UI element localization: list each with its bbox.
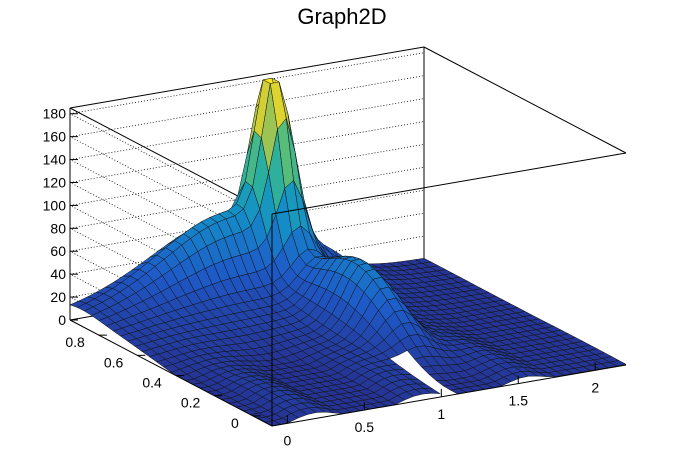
z-tick-label: 0 bbox=[58, 312, 66, 328]
front-frame bbox=[69, 152, 627, 427]
gridline-left-wall bbox=[69, 159, 273, 266]
surface-cell bbox=[423, 388, 442, 394]
x-tick-label: 1.5 bbox=[509, 393, 529, 409]
z-tick-label: 60 bbox=[50, 243, 66, 259]
surface-mesh bbox=[69, 77, 627, 427]
y-tick-label: 0.2 bbox=[181, 395, 201, 411]
z-tick-label: 160 bbox=[43, 129, 67, 145]
gridline-left-wall bbox=[69, 182, 273, 289]
x-tick-label: 0.5 bbox=[355, 419, 375, 435]
gridline-back-wall bbox=[69, 75, 425, 138]
y-tick-label: 0.8 bbox=[65, 334, 85, 350]
right-top-edge bbox=[423, 46, 627, 154]
front-top-x-edge bbox=[271, 152, 627, 215]
gridline-left-wall bbox=[69, 136, 273, 244]
gridline-back-wall bbox=[69, 52, 425, 115]
z-tick-label: 40 bbox=[50, 266, 66, 282]
z-tick-label: 140 bbox=[43, 152, 67, 168]
x-tick-label: 1 bbox=[437, 406, 445, 422]
x-tick-label: 2 bbox=[591, 379, 599, 395]
surface-cell bbox=[609, 360, 627, 367]
z-tick-label: 20 bbox=[50, 289, 66, 305]
z-tick-label: 120 bbox=[43, 174, 67, 190]
y-tick-label: 0.4 bbox=[142, 375, 162, 391]
y-tick-label: 0 bbox=[231, 415, 239, 431]
gridline-left-wall bbox=[69, 113, 273, 221]
z-tick-label: 180 bbox=[43, 106, 67, 122]
chart-title: Graph2D bbox=[297, 4, 386, 29]
axes: 02040608010012014016018000.511.5200.20.4… bbox=[43, 106, 600, 449]
gridline-back-wall bbox=[69, 98, 425, 160]
z-tick-label: 100 bbox=[43, 197, 67, 213]
y-tick-label: 0.6 bbox=[104, 354, 124, 370]
front-x-edge bbox=[271, 364, 627, 427]
x-tick-label: 0 bbox=[283, 432, 291, 448]
front-y-edge bbox=[69, 319, 273, 427]
back-top-edge bbox=[69, 46, 425, 109]
z-tick-label: 80 bbox=[50, 220, 66, 236]
